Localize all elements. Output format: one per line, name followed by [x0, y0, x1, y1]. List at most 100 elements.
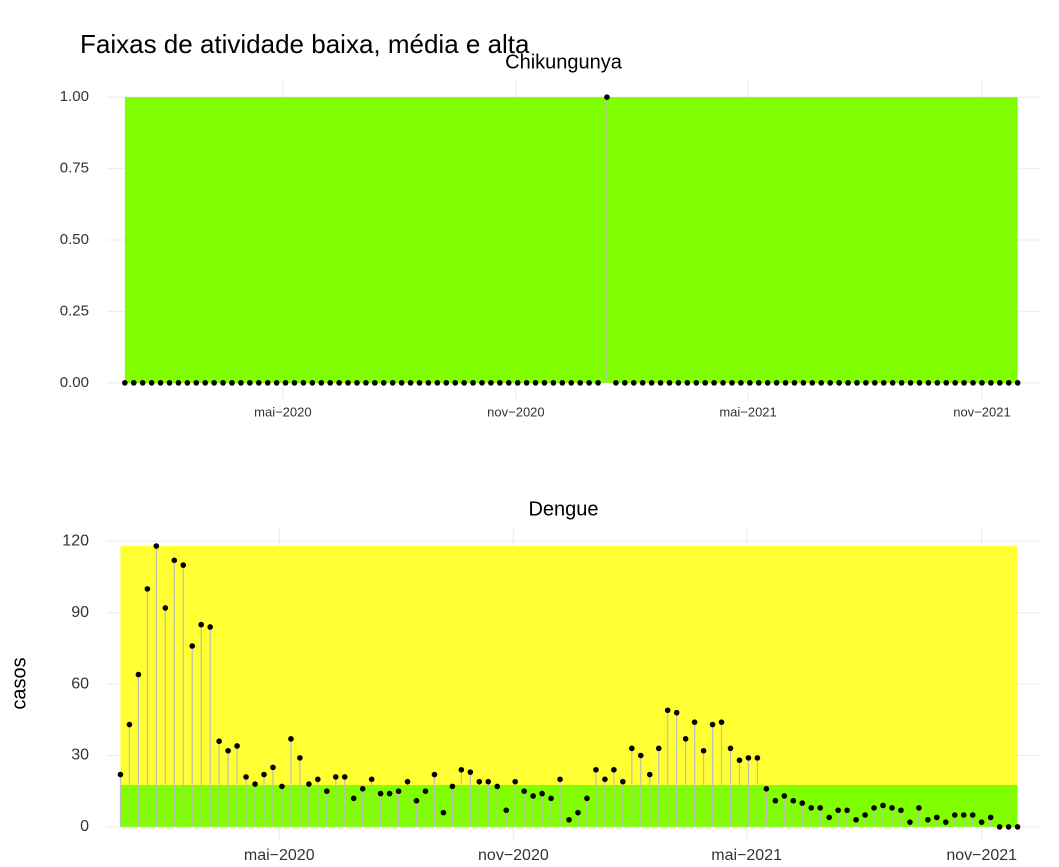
point: [675, 380, 682, 386]
point: [336, 380, 342, 386]
x-tick-label: nov−2020: [478, 847, 549, 864]
point: [880, 802, 886, 809]
point: [836, 380, 842, 386]
y-tick-label: 0: [80, 818, 89, 835]
point: [323, 788, 330, 795]
point: [505, 380, 512, 386]
point: [476, 778, 483, 785]
point: [593, 766, 599, 773]
y-tick-label: 60: [71, 675, 89, 692]
point: [422, 788, 429, 795]
point: [255, 380, 262, 386]
point: [550, 380, 557, 386]
point: [727, 745, 734, 752]
point: [871, 805, 877, 811]
point: [853, 816, 859, 823]
point: [327, 380, 334, 386]
point: [790, 797, 797, 804]
point: [978, 819, 985, 825]
point: [773, 380, 780, 386]
point: [144, 586, 151, 592]
point: [738, 380, 744, 386]
point: [198, 621, 204, 628]
point: [452, 380, 459, 386]
point: [620, 778, 626, 785]
point: [175, 380, 182, 386]
y-axis-label: casos: [8, 657, 30, 709]
point: [341, 774, 348, 780]
point: [747, 380, 753, 386]
point: [800, 380, 807, 386]
point: [907, 819, 913, 825]
point: [943, 819, 949, 825]
point: [639, 380, 646, 386]
point: [297, 755, 303, 761]
point: [702, 380, 708, 386]
point: [673, 709, 680, 716]
point: [872, 380, 878, 386]
point: [288, 736, 294, 742]
point: [404, 778, 411, 785]
point: [238, 380, 244, 386]
point: [130, 380, 137, 386]
point: [997, 380, 1003, 386]
point: [363, 380, 369, 386]
point: [470, 380, 476, 386]
point: [763, 786, 770, 792]
point: [772, 797, 779, 804]
point: [709, 721, 716, 728]
point: [345, 380, 351, 386]
point: [648, 380, 655, 386]
point: [754, 755, 761, 761]
point: [718, 719, 725, 725]
point: [907, 380, 914, 386]
point: [229, 380, 235, 386]
point: [996, 824, 1003, 830]
point: [898, 807, 904, 814]
point: [557, 776, 563, 783]
point: [523, 380, 530, 386]
point: [247, 380, 253, 386]
point: [684, 380, 691, 386]
point: [398, 380, 405, 386]
point: [252, 781, 258, 787]
point: [666, 380, 673, 386]
point: [202, 380, 209, 386]
point: [969, 812, 976, 818]
point: [566, 816, 572, 823]
point: [389, 380, 396, 386]
point: [461, 380, 467, 386]
point: [494, 783, 501, 790]
point: [512, 778, 518, 785]
point: [781, 793, 788, 799]
x-tick-label: mai−2021: [719, 404, 776, 419]
point: [630, 380, 637, 386]
point: [988, 380, 994, 386]
point: [350, 795, 357, 802]
point: [521, 788, 527, 795]
point: [380, 380, 387, 386]
point: [782, 380, 789, 386]
point: [279, 783, 285, 790]
point: [193, 380, 200, 386]
point: [809, 380, 816, 386]
point: [270, 764, 276, 771]
point: [488, 380, 494, 386]
point: [604, 94, 610, 100]
point: [368, 776, 375, 783]
point: [261, 771, 267, 778]
point: [987, 814, 994, 821]
point: [889, 380, 896, 386]
point: [413, 797, 420, 804]
point: [541, 380, 548, 386]
point: [180, 562, 187, 568]
point: [135, 671, 142, 678]
point: [916, 380, 923, 386]
point: [443, 380, 450, 386]
point: [691, 719, 698, 725]
point: [539, 790, 545, 797]
y-tick-label: 0.25: [60, 302, 89, 319]
point: [497, 380, 503, 386]
point: [559, 380, 566, 386]
point: [711, 380, 717, 386]
